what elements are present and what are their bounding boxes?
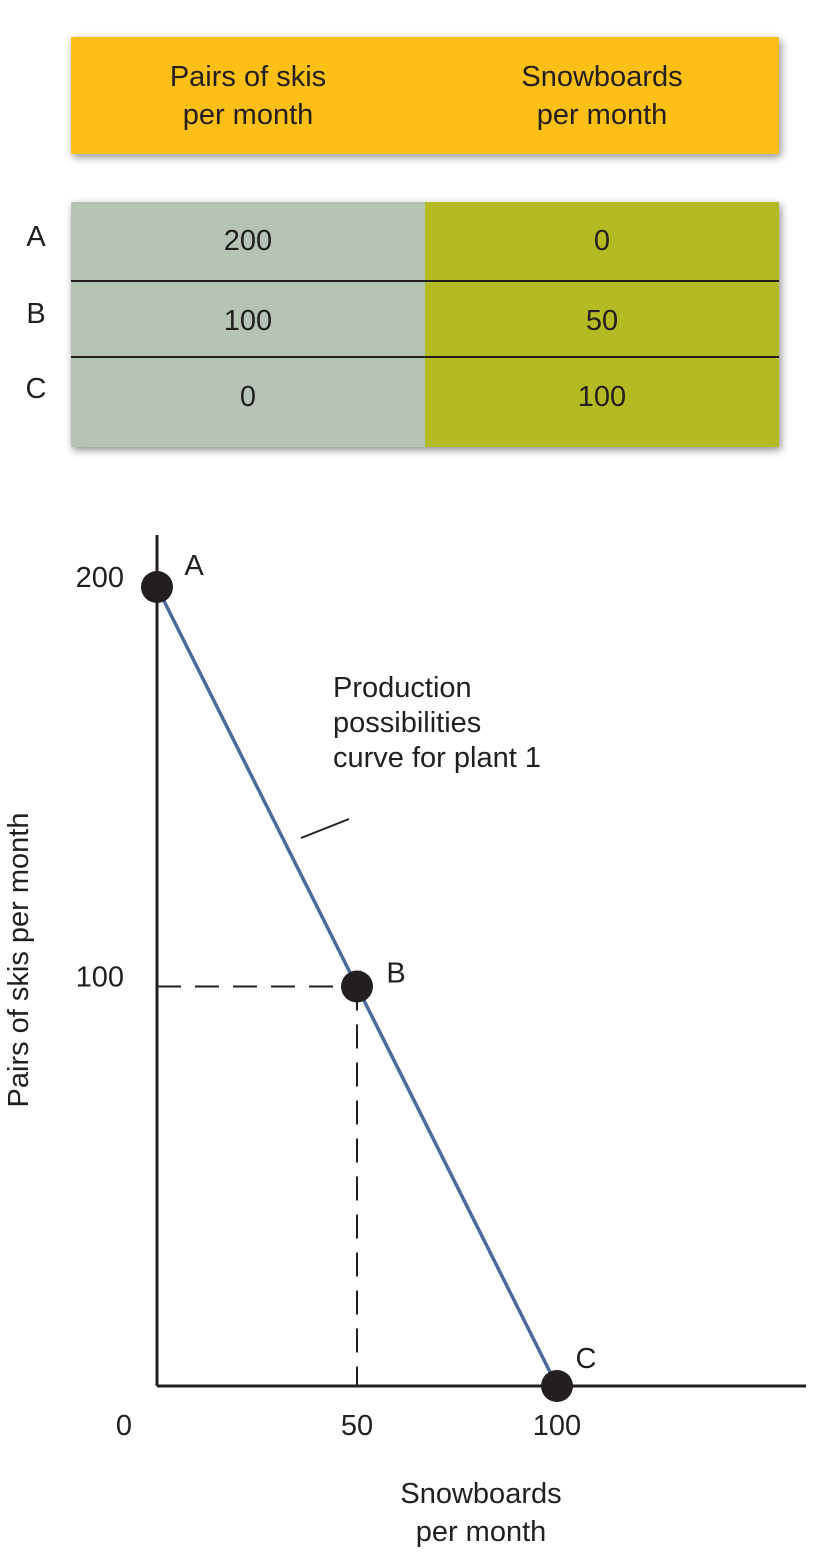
annotation-text: possibilities bbox=[333, 707, 481, 739]
annotation-text: Production bbox=[333, 672, 472, 704]
point-label: A bbox=[184, 550, 204, 582]
header-snowboards: Snowboards per month bbox=[521, 60, 683, 131]
row-divider bbox=[71, 280, 779, 282]
annotation-text: curve for plant 1 bbox=[333, 742, 541, 774]
header-skis: Pairs of skis per month bbox=[169, 60, 327, 131]
data-table: 200 0 100 50 0 100 bbox=[71, 202, 779, 447]
y-tick-label: 100 bbox=[76, 962, 124, 994]
cell-snowboards: 50 bbox=[585, 304, 619, 337]
cell-snowboards: 0 bbox=[593, 224, 611, 257]
cell-snowboards: 100 bbox=[577, 380, 627, 413]
data-point bbox=[141, 571, 173, 603]
cell-skis: 0 bbox=[239, 380, 257, 413]
table-row: 100 50 bbox=[71, 282, 779, 360]
point-label: B bbox=[386, 958, 405, 990]
table-row: 200 0 bbox=[71, 202, 779, 280]
row-label-c: C bbox=[25, 373, 47, 405]
row-label-b: B bbox=[26, 298, 46, 330]
x-tick-label: 100 bbox=[533, 1410, 581, 1442]
x-axis-label: Snowboards bbox=[400, 1478, 561, 1510]
data-point bbox=[541, 1370, 573, 1402]
y-tick-label: 200 bbox=[76, 562, 124, 594]
table-row: 0 100 bbox=[71, 358, 779, 436]
x-axis-label: per month bbox=[416, 1516, 547, 1548]
row-label-a: A bbox=[26, 221, 46, 253]
x-tick-label: 50 bbox=[341, 1410, 373, 1442]
annotation-leader-line bbox=[300, 818, 350, 839]
table-header: Pairs of skis per month Snowboards per m… bbox=[71, 37, 779, 154]
cell-skis: 100 bbox=[223, 304, 273, 337]
y-axis-label: Pairs of skis per month bbox=[3, 813, 35, 1108]
data-point bbox=[341, 970, 373, 1003]
x-tick-label: 0 bbox=[116, 1410, 132, 1442]
point-label: C bbox=[576, 1343, 597, 1375]
row-divider bbox=[71, 356, 779, 358]
cell-skis: 200 bbox=[223, 224, 273, 257]
